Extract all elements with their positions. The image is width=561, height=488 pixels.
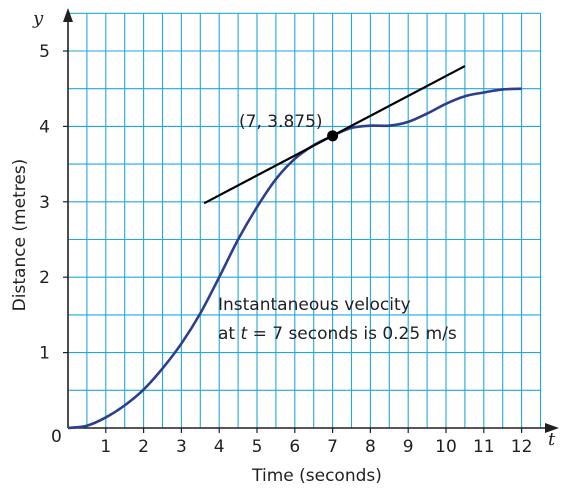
velocity-annotation-line2: at t = 7 seconds is 0.25 m/s [218,324,457,344]
y-tick-label: 1 [39,344,50,364]
y-tick-label: 2 [39,268,50,288]
origin-label: 0 [51,427,62,447]
axes [63,8,559,433]
grid [68,12,542,428]
y-axis-label: Distance (metres) [10,159,30,312]
y-tick-label: 5 [39,42,50,62]
annotation-value: 7 seconds is 0.25 m/s [272,324,457,344]
annotation-variable: t [241,324,249,344]
y-tick-label: 4 [39,117,50,137]
annotation-prefix: at [218,324,241,344]
x-tick-label: 11 [473,437,495,457]
x-axis-label: Time (seconds) [251,466,382,486]
x-tick-label: 4 [214,437,225,457]
x-tick-label: 3 [176,437,187,457]
y-tick-label: 3 [39,193,50,213]
x-tick-label: 2 [138,437,149,457]
x-tick-label: 1 [100,437,111,457]
velocity-annotation-line1: Instantaneous velocity [218,295,411,315]
x-tick-label: 12 [511,437,533,457]
x-axis-variable: t [548,429,556,450]
x-tick-label: 7 [327,437,338,457]
tangent-point [327,130,339,142]
annotation-equals: = [247,324,272,344]
y-axis-variable: y [32,8,44,29]
y-axis-arrow [63,8,73,22]
x-tick-label: 6 [289,437,300,457]
x-axis-arrow [545,423,559,433]
plot-area [67,65,522,430]
x-tick-label: 9 [403,437,414,457]
x-tick-label: 10 [435,437,457,457]
distance-curve [67,87,522,430]
x-tick-label: 8 [365,437,376,457]
x-tick-label: 5 [252,437,263,457]
point-label: (7, 3.875) [239,112,323,132]
